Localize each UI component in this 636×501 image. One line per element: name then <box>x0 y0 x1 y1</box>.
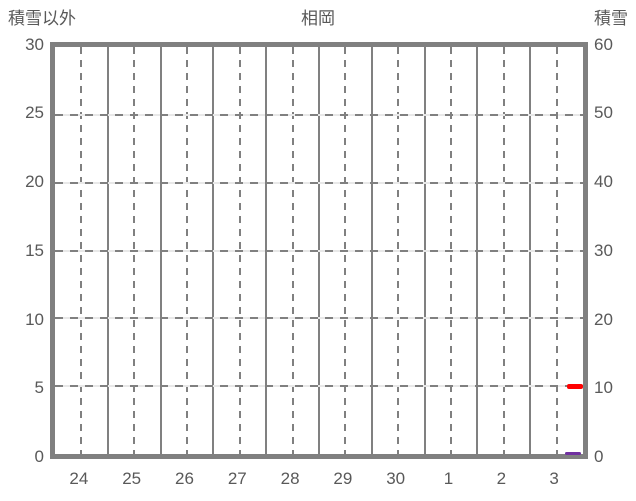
right-axis-tick-label: 30 <box>594 240 613 260</box>
right-axis-tick-label: 50 <box>594 103 613 123</box>
gridline-horizontal-dashed <box>55 249 583 252</box>
left-axis-tick-label: 15 <box>25 240 44 260</box>
gridline-horizontal-dashed <box>55 385 583 388</box>
gridline-horizontal-dashed <box>55 317 583 320</box>
x-axis-tick-label: 2 <box>496 469 507 488</box>
purple-series-segment <box>564 452 582 455</box>
x-axis-tick-label: 30 <box>386 469 406 488</box>
x-axis-tick-label: 29 <box>333 469 353 488</box>
right-axis-tick-label: 40 <box>594 172 613 191</box>
x-axis-tick-label: 25 <box>122 469 142 488</box>
x-axis-tick-label: 27 <box>227 469 247 488</box>
x-axis-tick-label: 1 <box>443 469 454 488</box>
left-axis-tick-label: 25 <box>25 103 44 123</box>
red-series-segment <box>567 383 583 389</box>
x-axis-tick-label: 24 <box>69 469 89 488</box>
x-axis-tick-label: 28 <box>280 469 300 488</box>
left-axis-tick-label: 20 <box>25 172 44 191</box>
right-axis-tick-label: 10 <box>594 378 613 398</box>
left-axis-title: 積雪以外 <box>8 9 76 28</box>
plot-area <box>50 42 588 459</box>
x-axis-tick-label: 26 <box>175 469 194 488</box>
chart-title: 相岡 <box>301 9 335 28</box>
left-axis-tick-label: 10 <box>25 309 44 329</box>
left-axis-tick-label: 30 <box>25 34 44 54</box>
x-axis-tick-label: 3 <box>549 469 559 488</box>
right-axis-tick-label: 60 <box>594 34 613 54</box>
right-axis-title: 積雪 <box>594 9 628 28</box>
gridline-horizontal-dashed <box>55 113 583 116</box>
right-axis-tick-label: 20 <box>594 309 613 329</box>
left-axis-tick-label: 0 <box>34 447 44 466</box>
gridline-horizontal-dashed <box>55 181 583 184</box>
left-axis-tick-label: 5 <box>34 378 44 398</box>
right-axis-tick-label: 0 <box>594 447 604 466</box>
